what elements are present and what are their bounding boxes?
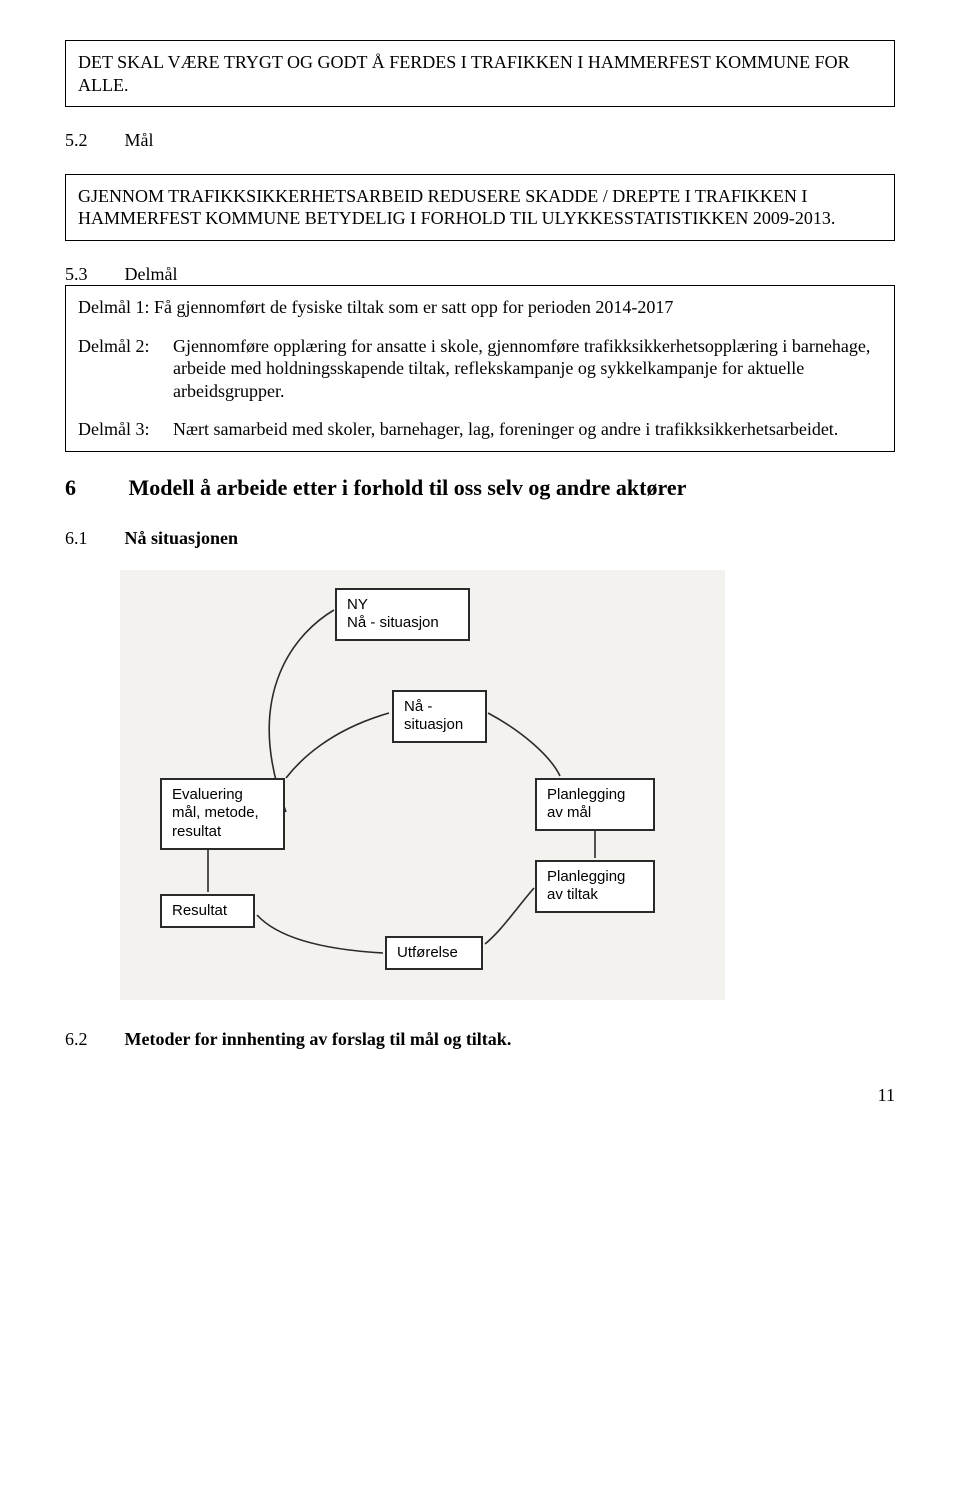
edge xyxy=(488,713,560,776)
node-naa: Nå - situasjon xyxy=(392,690,487,744)
node-ny: NY Nå - situasjon xyxy=(335,588,470,642)
section-6-2: 6.2 Metoder for innhenting av forslag ti… xyxy=(65,1028,895,1051)
section-5-3-num: 5.3 xyxy=(65,263,120,286)
section-5-3-label: Delmål xyxy=(125,264,178,284)
box2-text: GJENNOM TRAFIKKSIKKERHETSARBEID REDUSERE… xyxy=(78,186,835,229)
section-5-3: 5.3 Delmål xyxy=(65,263,895,286)
section-5-2-num: 5.2 xyxy=(65,129,120,152)
section-6-1-label: Nå situasjonen xyxy=(125,528,239,548)
delmal-1-label: Delmål 1: xyxy=(78,297,149,317)
page-number: 11 xyxy=(65,1084,895,1107)
section-6-2-num: 6.2 xyxy=(65,1028,120,1051)
section-6-num: 6 xyxy=(65,474,123,502)
edge xyxy=(257,915,383,953)
node-utforelse: Utførelse xyxy=(385,936,483,971)
delmal-1-text: Få gjennomført de fysiske tiltak som er … xyxy=(154,297,673,317)
framed-paragraph-1: DET SKAL VÆRE TRYGT OG GODT Å FERDES I T… xyxy=(65,40,895,107)
framed-paragraph-2: GJENNOM TRAFIKKSIKKERHETSARBEID REDUSERE… xyxy=(65,174,895,241)
delmal-2-label: Delmål 2: xyxy=(78,335,173,358)
node-evaluering: Evaluering mål, metode, resultat xyxy=(160,778,285,850)
delmal-3-label: Delmål 3: xyxy=(78,418,173,441)
section-6-1: 6.1 Nå situasjonen xyxy=(65,527,895,550)
flowchart-diagram: NY Nå - situasjon Nå - situasjon Evaluer… xyxy=(120,570,725,1000)
node-resultat: Resultat xyxy=(160,894,255,929)
section-6-label: Modell å arbeide etter i forhold til oss… xyxy=(129,475,687,500)
framed-paragraph-3: Delmål 1: Få gjennomført de fysiske tilt… xyxy=(65,285,895,452)
delmal-2-text: Gjennomføre opplæring for ansatte i skol… xyxy=(173,335,882,403)
section-6-1-num: 6.1 xyxy=(65,527,120,550)
section-6-heading: 6 Modell å arbeide etter i forhold til o… xyxy=(65,474,895,502)
section-5-2-label: Mål xyxy=(125,130,154,150)
delmal-3: Delmål 3: Nært samarbeid med skoler, bar… xyxy=(78,418,882,441)
box1-text: DET SKAL VÆRE TRYGT OG GODT Å FERDES I T… xyxy=(78,52,850,95)
node-planlegging-mal: Planlegging av mål xyxy=(535,778,655,832)
section-5-2: 5.2 Mål xyxy=(65,129,895,152)
delmal-2: Delmål 2: Gjennomføre opplæring for ansa… xyxy=(78,335,882,403)
edge xyxy=(485,888,534,944)
delmal-3-text: Nært samarbeid med skoler, barnehager, l… xyxy=(173,418,882,441)
edge xyxy=(286,713,389,778)
section-6-2-label: Metoder for innhenting av forslag til må… xyxy=(125,1029,512,1049)
delmal-1: Delmål 1: Få gjennomført de fysiske tilt… xyxy=(78,296,882,319)
node-planlegging-tiltak: Planlegging av tiltak xyxy=(535,860,655,914)
